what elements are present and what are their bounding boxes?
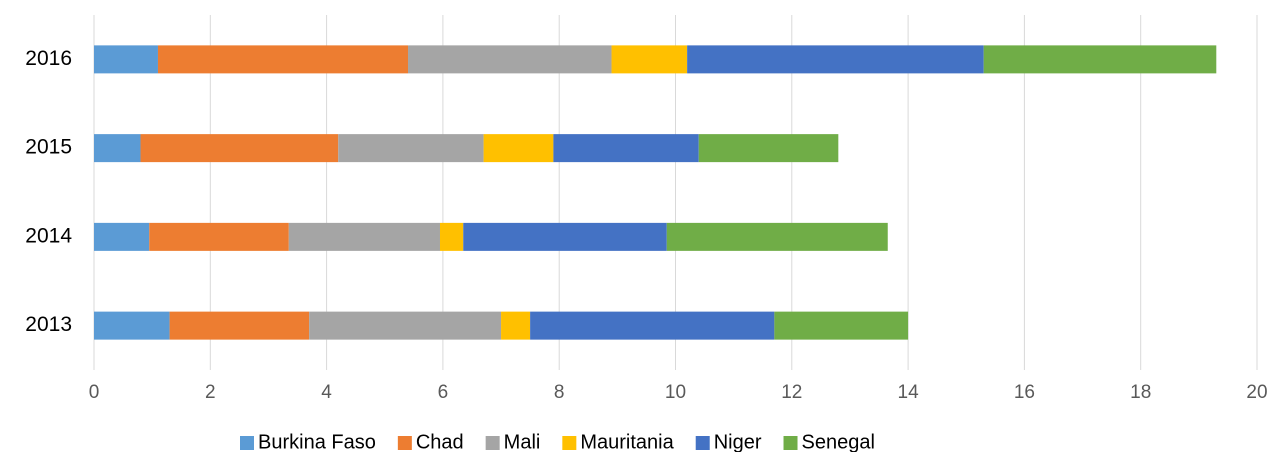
legend-label: Senegal [802, 431, 875, 452]
x-tick-label: 20 [1246, 382, 1267, 403]
x-tick-label: 12 [781, 382, 802, 403]
x-tick-label: 2 [205, 382, 216, 403]
bar-segment [94, 311, 170, 340]
legend-label: Mali [504, 431, 541, 452]
bar-segment [169, 311, 310, 340]
bar-segment [288, 222, 440, 251]
bar-segment [439, 222, 464, 251]
bar-segment [483, 134, 554, 163]
x-tick-label: 4 [321, 382, 332, 403]
x-tick-label: 18 [1130, 382, 1151, 403]
legend-swatch [783, 436, 798, 450]
bar-segment [698, 134, 839, 163]
bar-segment [611, 45, 688, 74]
legend-swatch [695, 436, 710, 450]
y-tick-label: 2013 [25, 313, 72, 336]
bar-segment [530, 311, 775, 340]
bar-segment [666, 222, 888, 251]
bar-segment [94, 45, 158, 74]
bar-segment [983, 45, 1217, 74]
legend-swatch [397, 436, 412, 450]
bar-segment [149, 222, 289, 251]
x-tick-label: 6 [438, 382, 449, 403]
x-tick-label: 0 [89, 382, 100, 403]
bar-segment [687, 45, 984, 74]
bar-segment [140, 134, 339, 163]
legend-label: Burkina Faso [258, 431, 376, 452]
y-tick-label: 2015 [25, 136, 72, 159]
bar-segment [338, 134, 484, 163]
bar-segment [157, 45, 409, 74]
legend-label: Niger [714, 431, 762, 452]
bar-segment [774, 311, 909, 340]
y-tick-label: 2016 [25, 47, 72, 70]
bar-segment [408, 45, 612, 74]
bar-segment [309, 311, 502, 340]
x-tick-label: 14 [898, 382, 920, 403]
x-tick-label: 10 [665, 382, 686, 403]
bar-segment [553, 134, 699, 163]
bar-segment [463, 222, 667, 251]
x-tick-label: 8 [554, 382, 565, 403]
legend-swatch [240, 436, 254, 450]
x-tick-label: 16 [1014, 382, 1035, 403]
bar-segment [94, 134, 141, 163]
legend-swatch [562, 436, 577, 450]
legend-label: Mauritania [580, 431, 674, 452]
bar-segment [94, 222, 150, 251]
legend-label: Chad [416, 431, 464, 452]
y-tick-label: 2014 [25, 224, 72, 247]
legend-swatch [485, 436, 500, 450]
bar-segment [501, 311, 531, 340]
